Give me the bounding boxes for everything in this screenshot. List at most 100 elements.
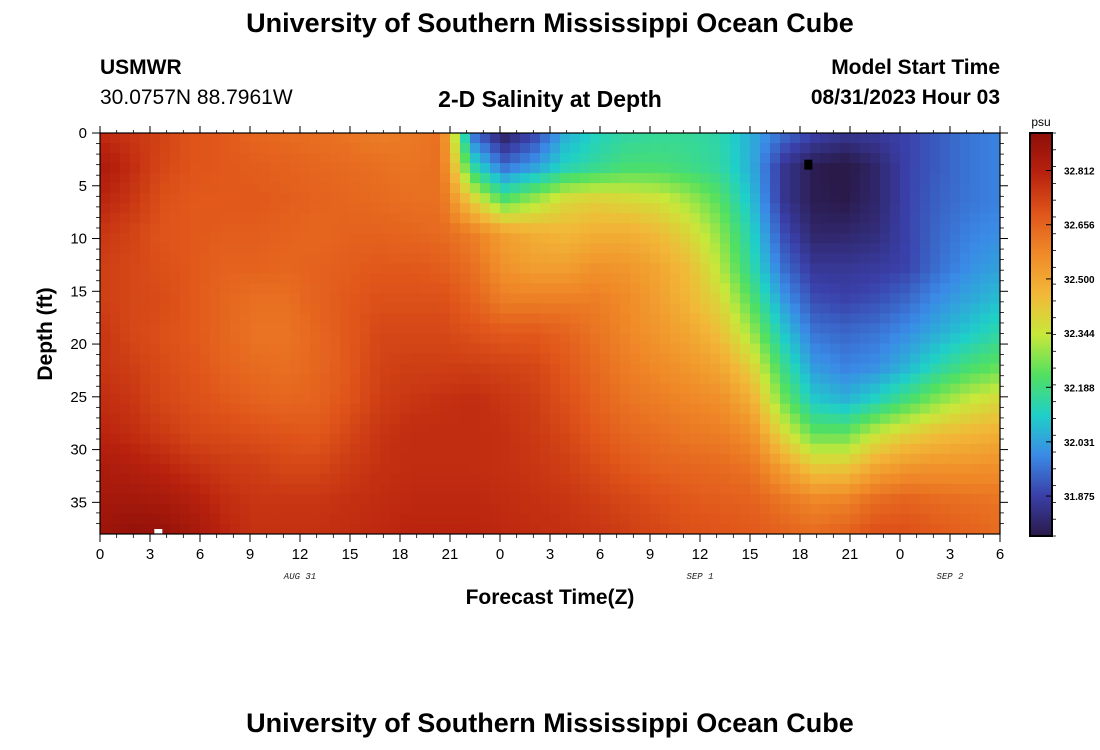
- heatmap-cell: [630, 363, 641, 375]
- heatmap-cell: [840, 403, 851, 415]
- heatmap-cell: [260, 413, 271, 425]
- heatmap-cell: [880, 263, 891, 274]
- heatmap-cell: [400, 163, 411, 174]
- heatmap-cell: [500, 173, 511, 184]
- heatmap-cell: [880, 163, 891, 174]
- heatmap-cell: [720, 383, 731, 395]
- heatmap-cell: [960, 223, 971, 234]
- heatmap-cell: [840, 183, 851, 194]
- heatmap-cell: [210, 343, 221, 355]
- heatmap-cell: [430, 253, 441, 264]
- heatmap-cell: [720, 453, 731, 465]
- heatmap-cell: [130, 313, 141, 325]
- heatmap-cell: [280, 183, 291, 194]
- heatmap-cell: [490, 483, 501, 495]
- heatmap-cell: [650, 473, 661, 485]
- heatmap-cell: [320, 473, 331, 485]
- heatmap-cell: [180, 383, 191, 395]
- heatmap-cell: [160, 193, 171, 204]
- heatmap-cell: [230, 473, 241, 485]
- heatmap-cell: [490, 203, 501, 214]
- heatmap-cell: [860, 463, 871, 475]
- heatmap-cell: [710, 483, 721, 495]
- heatmap-cell: [780, 153, 791, 164]
- heatmap-cell: [840, 413, 851, 425]
- heatmap-cell: [700, 163, 711, 174]
- heatmap-cell: [680, 493, 691, 505]
- heatmap-cell: [430, 283, 441, 295]
- heatmap-cell: [220, 413, 231, 425]
- heatmap-cell: [780, 193, 791, 204]
- heatmap-cell: [260, 443, 271, 455]
- heatmap-cell: [710, 523, 721, 534]
- heatmap-cell: [620, 173, 631, 184]
- heatmap-cell: [420, 233, 431, 244]
- heatmap-cell: [390, 393, 401, 405]
- heatmap-cell: [740, 493, 751, 505]
- heatmap-cell: [330, 253, 341, 264]
- heatmap-cell: [930, 333, 941, 345]
- heatmap-cell: [340, 453, 351, 465]
- heatmap-cell: [840, 203, 851, 214]
- heatmap-cell: [920, 193, 931, 204]
- heatmap-cell: [210, 443, 221, 455]
- heatmap-cell: [810, 143, 821, 154]
- heatmap-cell: [540, 313, 551, 325]
- heatmap-cell: [690, 523, 701, 534]
- heatmap-cell: [440, 233, 451, 244]
- heatmap-cell: [940, 273, 951, 284]
- heatmap-cell: [780, 353, 791, 365]
- heatmap-cell: [850, 433, 861, 445]
- heatmap-cell: [680, 423, 691, 435]
- heatmap-cell: [520, 253, 531, 264]
- heatmap-cell: [350, 383, 361, 395]
- heatmap-cell: [910, 133, 921, 144]
- heatmap-cell: [360, 363, 371, 375]
- heatmap-cell: [530, 173, 541, 184]
- heatmap-cell: [280, 313, 291, 325]
- heatmap-cell: [690, 443, 701, 455]
- heatmap-cell: [520, 273, 531, 284]
- heatmap-cell: [900, 383, 911, 395]
- heatmap-cell: [390, 333, 401, 345]
- heatmap-cell: [900, 233, 911, 244]
- heatmap-cell: [720, 503, 731, 515]
- heatmap-cell: [780, 323, 791, 335]
- heatmap-cell: [530, 293, 541, 305]
- heatmap-cell: [410, 503, 421, 515]
- heatmap-cell: [300, 463, 311, 475]
- heatmap-cell: [670, 513, 681, 525]
- heatmap-cell: [190, 223, 201, 234]
- heatmap-cell: [950, 523, 961, 534]
- heatmap-cell: [490, 133, 501, 144]
- heatmap-cell: [990, 323, 1000, 335]
- heatmap-cell: [820, 343, 831, 355]
- heatmap-cell: [670, 213, 681, 224]
- heatmap-cell: [630, 503, 641, 515]
- heatmap-cell: [460, 203, 471, 214]
- heatmap-cell: [160, 493, 171, 505]
- heatmap-cell: [610, 293, 621, 305]
- heatmap-cell: [690, 493, 701, 505]
- heatmap-cell: [370, 503, 381, 515]
- heatmap-cell: [650, 443, 661, 455]
- heatmap-cell: [660, 273, 671, 284]
- heatmap-cell: [540, 303, 551, 315]
- heatmap-cell: [970, 163, 981, 174]
- heatmap-cell: [450, 473, 461, 485]
- heatmap-cell: [260, 373, 271, 385]
- heatmap-cell: [650, 133, 661, 144]
- heatmap-cell: [970, 143, 981, 154]
- heatmap-cell: [400, 213, 411, 224]
- heatmap-cell: [380, 203, 391, 214]
- heatmap-cell: [440, 163, 451, 174]
- heatmap-cell: [730, 473, 741, 485]
- heatmap-cell: [340, 473, 351, 485]
- heatmap-cell: [570, 223, 581, 234]
- heatmap-cell: [410, 203, 421, 214]
- heatmap-cell: [270, 383, 281, 395]
- heatmap-cell: [140, 313, 151, 325]
- heatmap-cell: [410, 143, 421, 154]
- heatmap-cell: [840, 163, 851, 174]
- heatmap-cell: [330, 353, 341, 365]
